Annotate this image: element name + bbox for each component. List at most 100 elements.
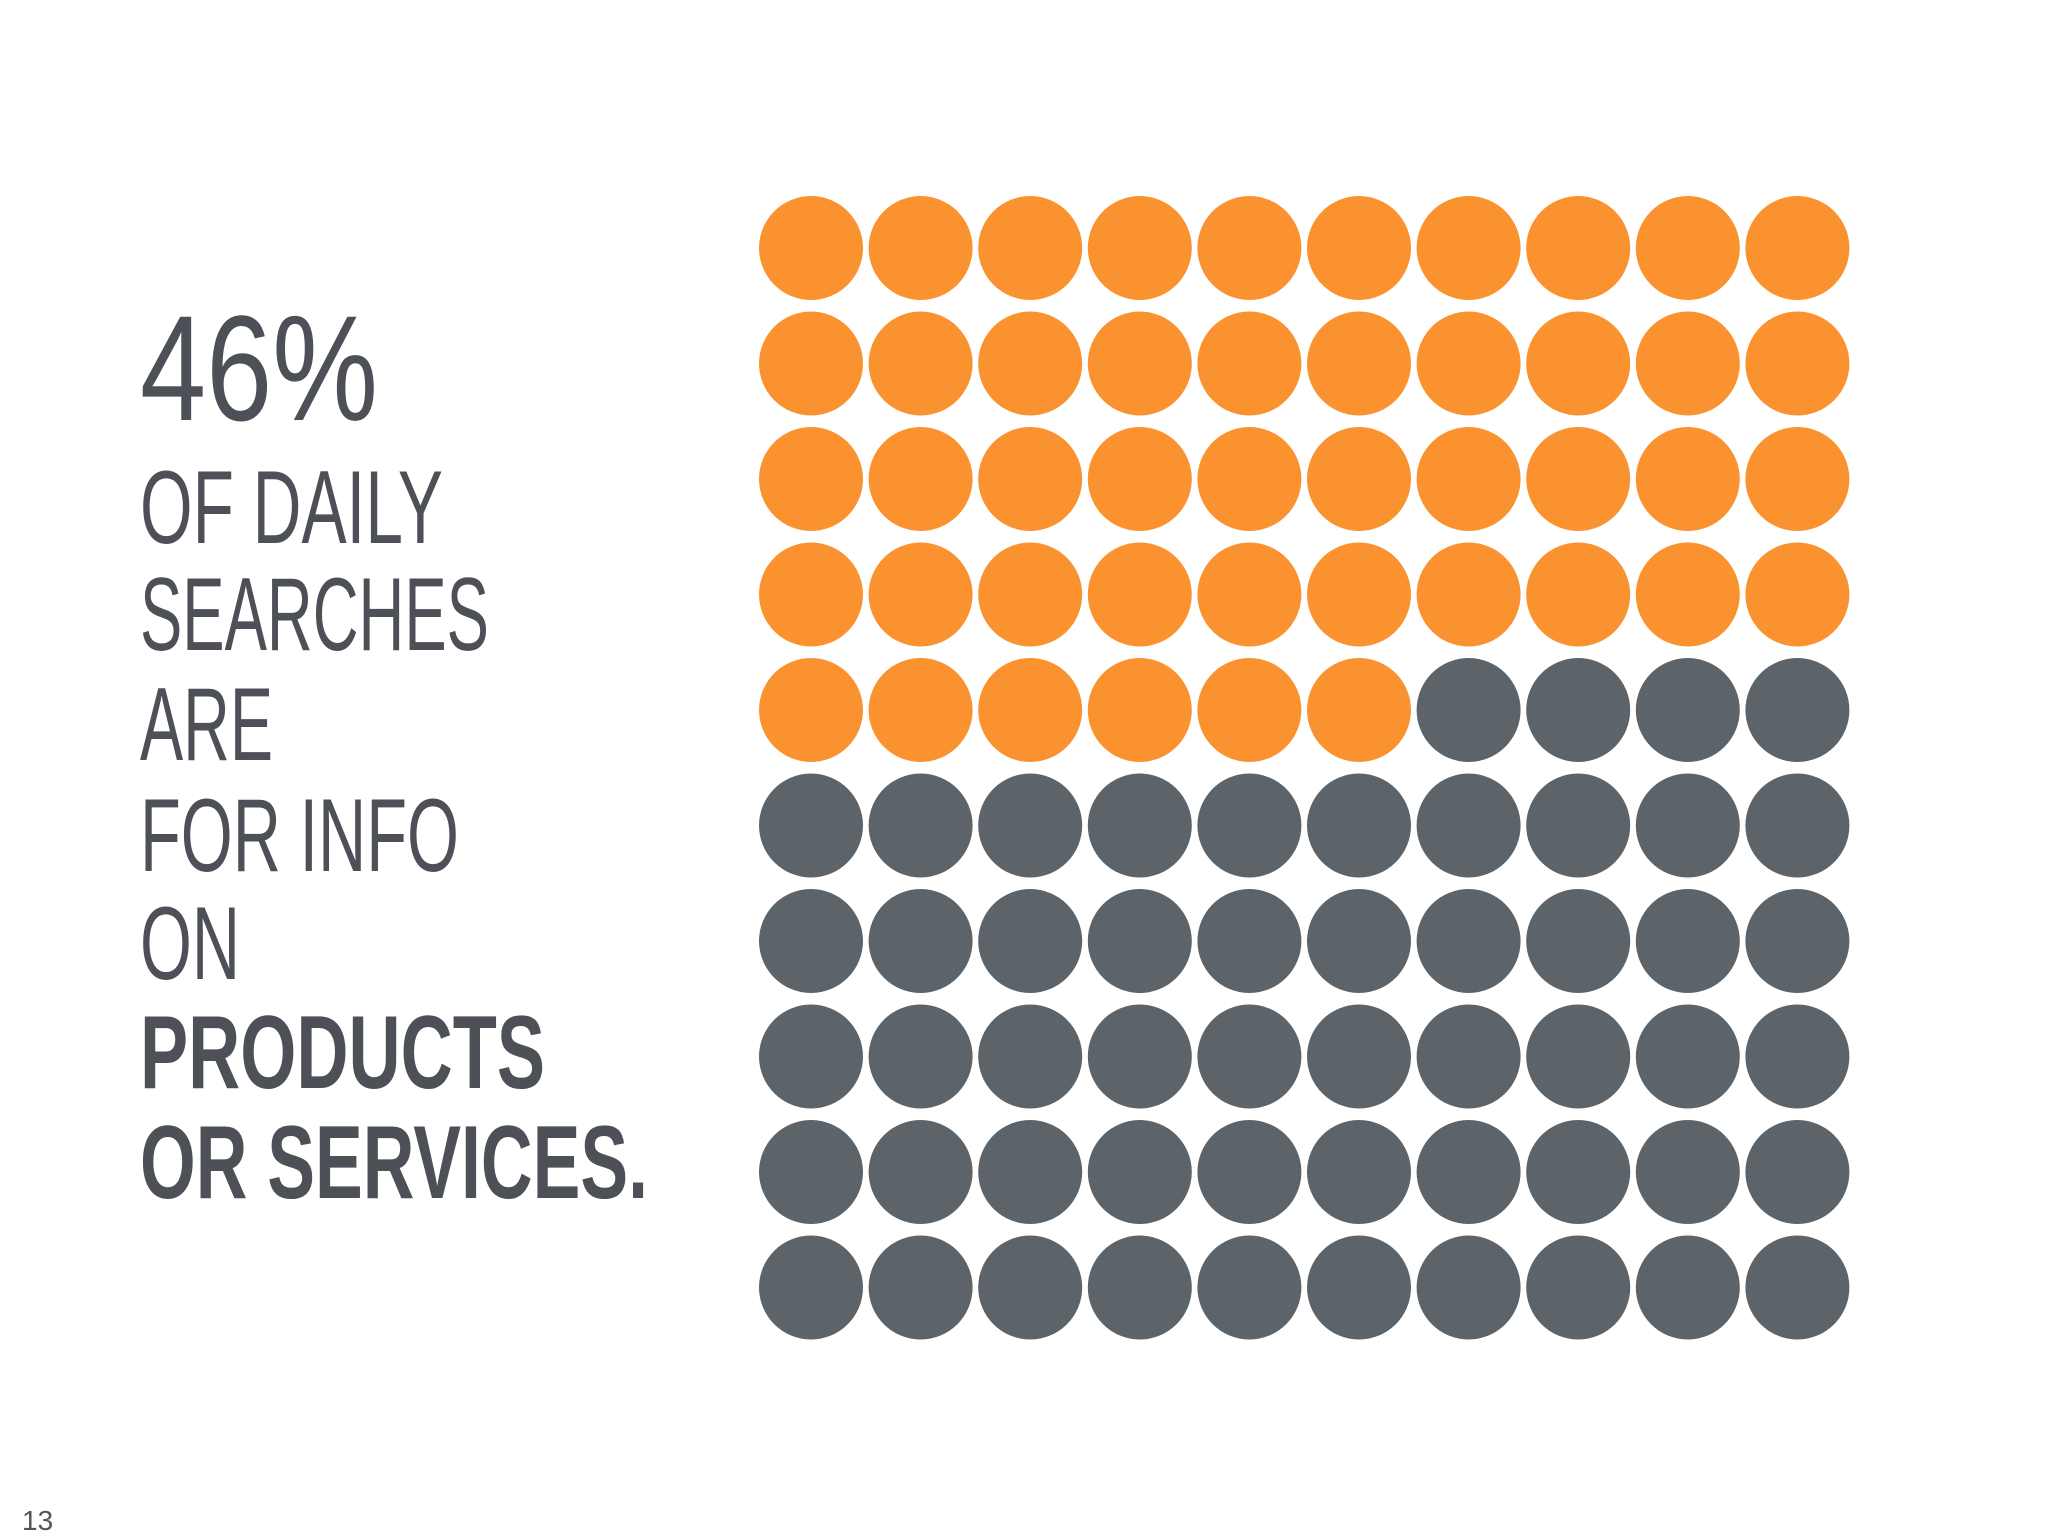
waffle-dot-empty [1087, 1120, 1192, 1224]
waffle-dot-empty [1635, 658, 1740, 762]
waffle-dot-empty [1416, 658, 1521, 762]
waffle-dot-filled [1307, 311, 1411, 416]
waffle-dot-empty [1307, 773, 1411, 878]
waffle-dot-empty [1087, 889, 1192, 993]
waffle-dot-empty [1087, 1235, 1192, 1340]
waffle-dot-filled [759, 311, 863, 416]
headline-value: 46% [140, 284, 378, 452]
waffle-dot-empty [1416, 773, 1521, 878]
waffle-dot-empty [868, 1004, 973, 1109]
waffle-dot-empty [1526, 1120, 1631, 1224]
waffle-dot-filled [759, 658, 863, 762]
waffle-dot-empty [1526, 658, 1631, 762]
waffle-dot-empty [1526, 1004, 1631, 1109]
waffle-dot-filled [1307, 658, 1411, 762]
text-line: OF DAILY [140, 450, 443, 566]
waffle-dot-filled [868, 542, 973, 647]
waffle-dot-filled [1307, 427, 1411, 531]
waffle-dot-empty [759, 773, 863, 878]
waffle-dot-empty [1307, 889, 1411, 993]
waffle-dot-filled [868, 658, 973, 762]
waffle-dot-filled [1635, 542, 1740, 647]
waffle-dot-filled [1197, 311, 1302, 416]
waffle-dot-empty [868, 1235, 973, 1340]
waffle-dot-empty [1745, 773, 1850, 878]
waffle-dot-filled [1635, 196, 1740, 300]
waffle-dot-filled [978, 658, 1083, 762]
waffle-dot-empty [1745, 1004, 1850, 1109]
waffle-dot-filled [1745, 311, 1850, 416]
waffle-dot-empty [1635, 773, 1740, 878]
waffle-dot-filled [1745, 542, 1850, 647]
waffle-dot-empty [868, 1120, 973, 1224]
waffle-dot-filled [978, 196, 1083, 300]
waffle-dot-empty [1416, 1120, 1521, 1224]
waffle-dot-empty [1197, 1235, 1302, 1340]
waffle-dot-filled [868, 196, 973, 300]
waffle-dot-empty [1197, 1120, 1302, 1224]
waffle-dot-filled [759, 196, 863, 300]
waffle-dot-empty [1197, 773, 1302, 878]
waffle-dot-filled [1307, 542, 1411, 647]
waffle-dot-empty [1416, 1004, 1521, 1109]
waffle-dot-filled [978, 542, 1083, 647]
bold-line: PRODUCTS [140, 995, 545, 1111]
waffle-dot-filled [1635, 311, 1740, 416]
waffle-dot-empty [978, 1235, 1083, 1340]
waffle-dot-empty [1745, 658, 1850, 762]
waffle-dot-empty [1745, 1120, 1850, 1224]
waffle-dot-filled [1745, 196, 1850, 300]
waffle-dot-empty [1635, 1004, 1740, 1109]
waffle-dot-empty [1087, 773, 1192, 878]
waffle-dot-empty [759, 889, 863, 993]
waffle-dot-filled [1526, 427, 1631, 531]
waffle-dot-empty [1307, 1004, 1411, 1109]
waffle-dot-empty [1307, 1235, 1411, 1340]
page-number: 13 [22, 1505, 53, 1536]
waffle-dot-empty [1526, 773, 1631, 878]
waffle-dot-filled [868, 311, 973, 416]
waffle-dot-empty [1526, 1235, 1631, 1340]
waffle-dot-empty [978, 889, 1083, 993]
waffle-dot-filled [1635, 427, 1740, 531]
waffle-dot-empty [759, 1004, 863, 1109]
waffle-dot-filled [1087, 196, 1192, 300]
waffle-dot-filled [1307, 196, 1411, 300]
waffle-dot-filled [978, 427, 1083, 531]
waffle-dot-filled [759, 542, 863, 647]
waffle-dot-empty [978, 1004, 1083, 1109]
waffle-dot-empty [759, 1120, 863, 1224]
waffle-dot-empty [1416, 1235, 1521, 1340]
text-line: ARE [140, 667, 273, 783]
waffle-dot-filled [1197, 542, 1302, 647]
waffle-dot-empty [1745, 889, 1850, 993]
waffle-dot-filled [868, 427, 973, 531]
waffle-dot-filled [1416, 427, 1521, 531]
waffle-dot-filled [1087, 658, 1192, 762]
waffle-dot-empty [1526, 889, 1631, 993]
waffle-dot-empty [978, 1120, 1083, 1224]
waffle-dot-empty [868, 889, 973, 993]
waffle-dot-filled [1197, 196, 1302, 300]
waffle-dot-filled [1526, 311, 1631, 416]
waffle-dot-filled [1526, 542, 1631, 647]
waffle-dot-empty [759, 1235, 863, 1340]
text-line: ON [140, 886, 240, 1002]
waffle-dot-filled [1416, 542, 1521, 647]
waffle-dot-empty [1087, 1004, 1192, 1109]
text-line: FOR INFO [140, 778, 459, 894]
waffle-dot-filled [1745, 427, 1850, 531]
waffle-dot-empty [1416, 889, 1521, 993]
waffle-dot-empty [1745, 1235, 1850, 1340]
waffle-dot-empty [1635, 889, 1740, 993]
waffle-dot-filled [1526, 196, 1631, 300]
waffle-dot-filled [1087, 542, 1192, 647]
waffle-dot-filled [978, 311, 1083, 416]
waffle-dot-empty [978, 773, 1083, 878]
waffle-dot-filled [1087, 311, 1192, 416]
waffle-dot-empty [1197, 889, 1302, 993]
waffle-dot-filled [1197, 658, 1302, 762]
waffle-dot-filled [1416, 311, 1521, 416]
